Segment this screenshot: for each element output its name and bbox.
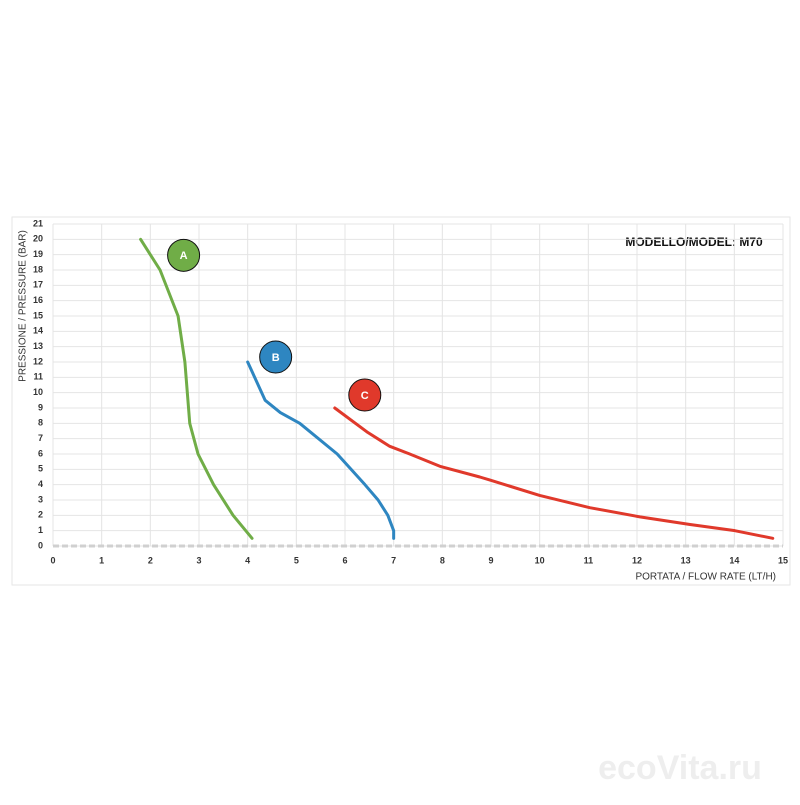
y-tick-label: 11 — [33, 372, 43, 382]
x-tick-label: 11 — [584, 555, 594, 565]
y-tick-label: 12 — [33, 356, 43, 366]
y-tick-label: 7 — [38, 433, 43, 443]
x-tick-label: 5 — [294, 555, 299, 565]
y-tick-label: 10 — [33, 387, 43, 397]
y-tick-label: 8 — [38, 418, 43, 428]
series-label: A — [180, 250, 188, 262]
y-tick-label: 5 — [38, 464, 43, 474]
y-tick-label: 14 — [33, 326, 43, 336]
title-box — [616, 230, 772, 256]
x-tick-label: 9 — [488, 555, 493, 565]
series-label-badge — [167, 238, 201, 272]
y-tick-label: 15 — [33, 310, 43, 320]
y-tick-label: 0 — [38, 540, 43, 550]
y-axis-label: PRESSIONE / PRESSURE (BAR) — [18, 230, 29, 382]
series-label: B — [272, 352, 280, 364]
x-tick-label: 6 — [342, 555, 347, 565]
x-tick-label: 10 — [535, 555, 545, 565]
x-tick-label: 8 — [440, 555, 445, 565]
y-tick-label: 21 — [33, 218, 43, 228]
x-tick-label: 15 — [778, 555, 788, 565]
series-label-badge — [259, 340, 293, 374]
x-tick-label: 7 — [391, 555, 396, 565]
line-series — [333, 406, 775, 540]
x-axis-label: PORTATA / FLOW RATE (LT/H) — [635, 572, 776, 583]
series-label-badge — [348, 378, 382, 412]
chart-frame — [11, 216, 791, 586]
y-tick-label: 17 — [33, 280, 43, 290]
line-series — [246, 360, 396, 540]
x-tick-label: 3 — [196, 555, 201, 565]
x-tick-label: 12 — [632, 555, 642, 565]
x-tick-label: 13 — [681, 555, 691, 565]
x-tick-label: 14 — [729, 555, 739, 565]
y-tick-label: 6 — [38, 448, 43, 458]
line-series — [139, 237, 254, 540]
y-tick-label: 16 — [33, 295, 43, 305]
y-tick-label: 18 — [33, 264, 43, 274]
y-tick-label: 13 — [33, 341, 43, 351]
chart-title: MODELLO/MODEL: M70 — [625, 235, 763, 249]
y-tick-label: 20 — [33, 234, 43, 244]
y-tick-label: 3 — [38, 494, 43, 504]
watermark: ecoVita.ru — [598, 749, 762, 787]
x-tick-label: 2 — [148, 555, 153, 565]
y-tick-label: 9 — [38, 402, 43, 412]
y-tick-label: 19 — [33, 249, 43, 259]
series-label: C — [361, 390, 369, 402]
y-tick-label: 4 — [38, 479, 43, 489]
x-tick-label: 4 — [245, 555, 250, 565]
y-tick-label: 2 — [38, 510, 43, 520]
y-tick-label: 1 — [38, 525, 43, 535]
x-tick-label: 0 — [50, 555, 55, 565]
x-tick-label: 1 — [99, 555, 104, 565]
